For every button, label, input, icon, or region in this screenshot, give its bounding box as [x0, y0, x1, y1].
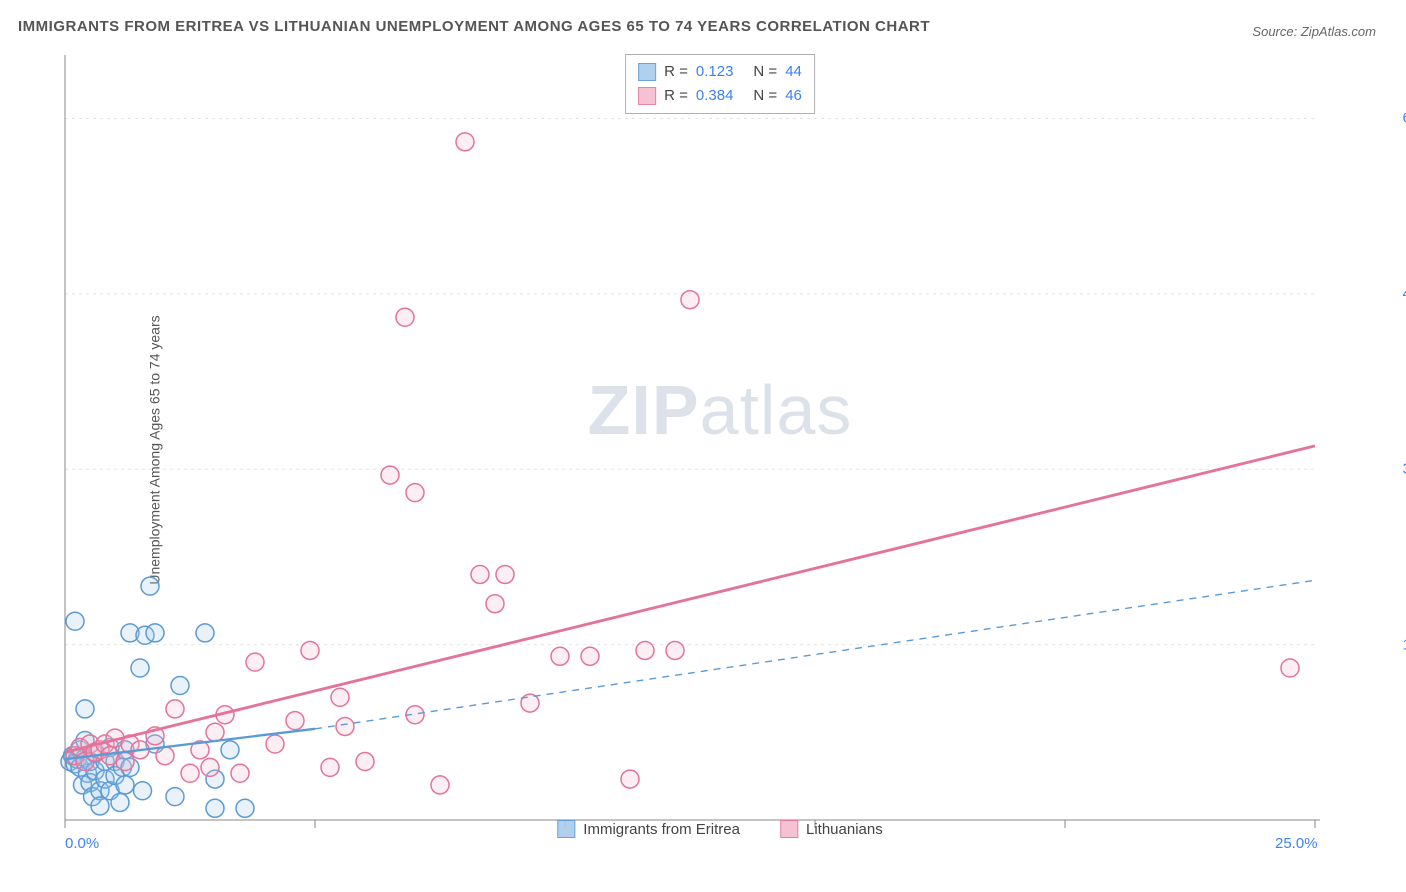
stats-box: R = 0.123 N = 44 R = 0.384 N = 46 — [625, 54, 815, 114]
legend-item-lithuanians: Lithuanians — [780, 820, 883, 838]
y-tick-label: 60.0% — [1402, 110, 1406, 127]
stat-r-label: R = — [664, 60, 688, 84]
stat-row-lithuanians: R = 0.384 N = 46 — [638, 84, 802, 108]
legend-swatch-icon — [780, 820, 798, 838]
source-label: Source: — [1252, 24, 1297, 39]
stat-r-value: 0.384 — [696, 84, 734, 108]
legend-label: Lithuanians — [806, 821, 883, 838]
chart-container: Unemployment Among Ages 65 to 74 years Z… — [55, 50, 1385, 850]
y-tick-label: 15.0% — [1402, 636, 1406, 653]
stat-n-value: 44 — [785, 60, 802, 84]
x-tick-label: 25.0% — [1275, 835, 1318, 852]
x-tick-label: 0.0% — [65, 835, 99, 852]
stat-row-eritrea: R = 0.123 N = 44 — [638, 60, 802, 84]
source-attribution: Source: ZipAtlas.com — [1252, 24, 1376, 39]
legend-item-eritrea: Immigrants from Eritrea — [557, 820, 740, 838]
legend-label: Immigrants from Eritrea — [583, 821, 740, 838]
stat-n-label: N = — [753, 84, 777, 108]
y-tick-label: 30.0% — [1402, 461, 1406, 478]
chart-title: IMMIGRANTS FROM ERITREA VS LITHUANIAN UN… — [18, 18, 930, 35]
stat-swatch-icon — [638, 87, 656, 105]
stat-swatch-icon — [638, 63, 656, 81]
stat-n-value: 46 — [785, 84, 802, 108]
y-tick-label: 45.0% — [1402, 285, 1406, 302]
stat-r-value: 0.123 — [696, 60, 734, 84]
bottom-legend: Immigrants from Eritrea Lithuanians — [557, 820, 882, 838]
legend-swatch-icon — [557, 820, 575, 838]
scatter-plot — [55, 50, 1385, 850]
stat-n-label: N = — [753, 60, 777, 84]
stat-r-label: R = — [664, 84, 688, 108]
source-name: ZipAtlas.com — [1301, 24, 1376, 39]
